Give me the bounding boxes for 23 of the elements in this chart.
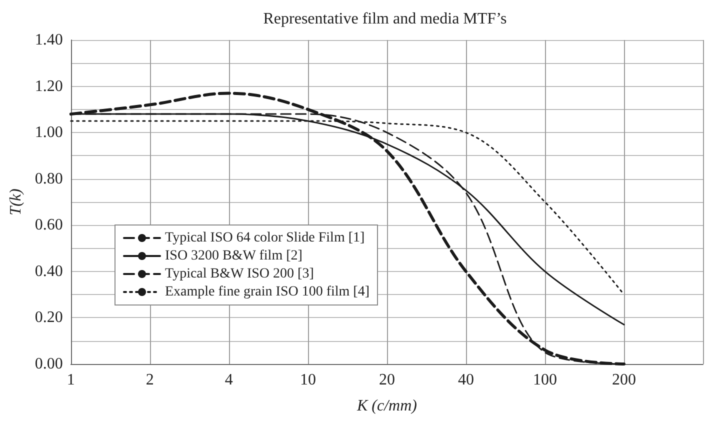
x-tick-label: 100 — [532, 372, 557, 388]
legend-label: Typical B&W ISO 200 [3] — [165, 266, 314, 282]
x-tick-label: 10 — [300, 372, 316, 388]
legend-label: Example fine grain ISO 100 film [4] — [165, 284, 370, 300]
x-tick-label: 40 — [458, 372, 474, 388]
x-tick-label: 1 — [66, 372, 75, 388]
x-axis-title: K (c/mm) — [356, 398, 417, 414]
chart-title: Representative film and media MTF’s — [263, 10, 507, 28]
x-tick-label: 20 — [378, 372, 395, 388]
y-tick-label: 0.20 — [34, 309, 63, 326]
x-tick-label: 200 — [612, 372, 636, 388]
y-tick-label: 0.60 — [34, 216, 63, 234]
y-tick-label: 1.20 — [34, 78, 63, 95]
y-tick-label: 1.40 — [34, 32, 63, 48]
y-tick-label: 0.80 — [34, 170, 63, 188]
y-tick-label: 1.00 — [34, 124, 63, 142]
x-tick-label: 2 — [146, 372, 154, 388]
x-tick-label: 4 — [224, 372, 233, 388]
y-tick-label: 0.00 — [34, 356, 63, 372]
legend-label: Typical ISO 64 color Slide Film [1] — [165, 230, 365, 246]
y-axis-title: T(k) — [8, 188, 24, 216]
legend-label: ISO 3200 B&W film [2] — [165, 248, 302, 264]
y-tick-label: 0.40 — [34, 262, 63, 280]
